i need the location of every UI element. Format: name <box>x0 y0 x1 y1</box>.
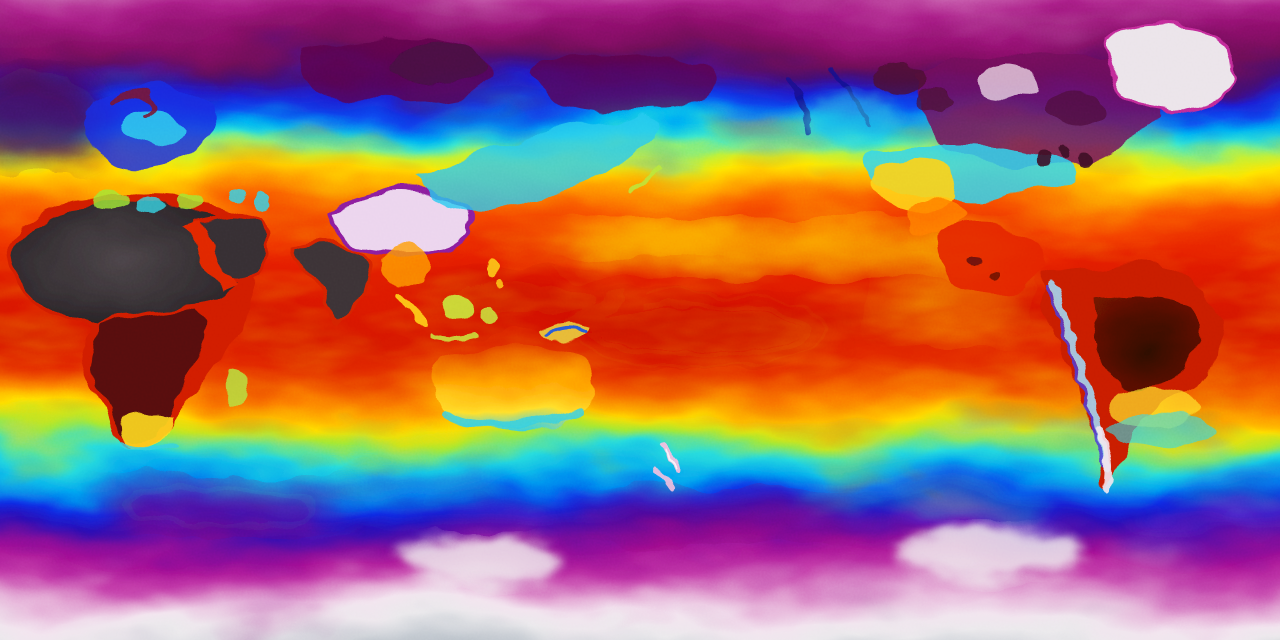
map-canvas <box>0 0 1280 640</box>
noise-grain-overlay <box>0 0 1280 640</box>
global-temperature-map <box>0 0 1280 640</box>
